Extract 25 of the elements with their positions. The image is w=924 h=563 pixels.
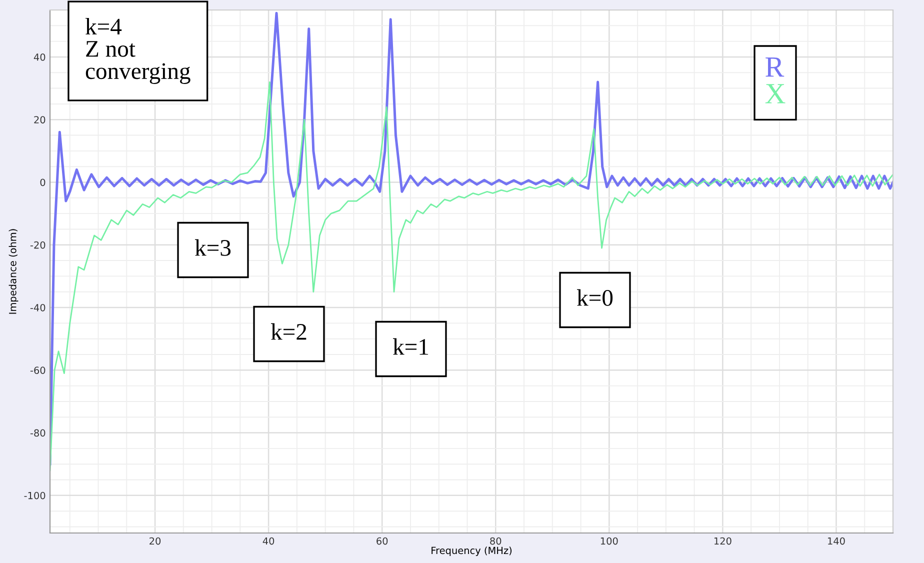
y-tick-label: -40 <box>30 304 46 312</box>
x-tick-label: 40 <box>262 537 274 545</box>
y-axis-title: Impedance (ohm) <box>8 229 18 314</box>
y-tick-label: 40 <box>34 53 46 61</box>
annotation: k=1 <box>392 338 428 355</box>
x-tick-label: 120 <box>714 537 732 545</box>
y-tick-label: 0 <box>40 178 46 186</box>
x-tick-label: 80 <box>490 537 502 545</box>
x-tick-label: 140 <box>828 537 845 545</box>
y-tick-label: -60 <box>30 366 46 374</box>
x-tick-label: 20 <box>150 537 161 545</box>
y-tick-label: -20 <box>30 241 46 249</box>
annotation: k=3 <box>194 239 231 256</box>
text: X <box>765 84 786 104</box>
text: R <box>766 58 784 77</box>
annotation: k=4 Z not converging <box>85 18 190 84</box>
y-tick-label: -80 <box>30 429 46 437</box>
annotation: k=2 <box>270 323 306 340</box>
x-tick-label: 60 <box>376 537 388 545</box>
annotation: k=0 <box>576 289 613 306</box>
y-tick-label: 20 <box>34 116 46 124</box>
line-series <box>50 12 893 466</box>
y-tick-label: -100 <box>24 492 46 500</box>
x-tick-label: 100 <box>600 537 618 545</box>
x-axis-title: Frequency (MHz) <box>432 546 512 556</box>
